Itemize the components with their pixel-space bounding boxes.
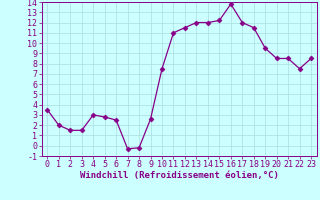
X-axis label: Windchill (Refroidissement éolien,°C): Windchill (Refroidissement éolien,°C) (80, 171, 279, 180)
